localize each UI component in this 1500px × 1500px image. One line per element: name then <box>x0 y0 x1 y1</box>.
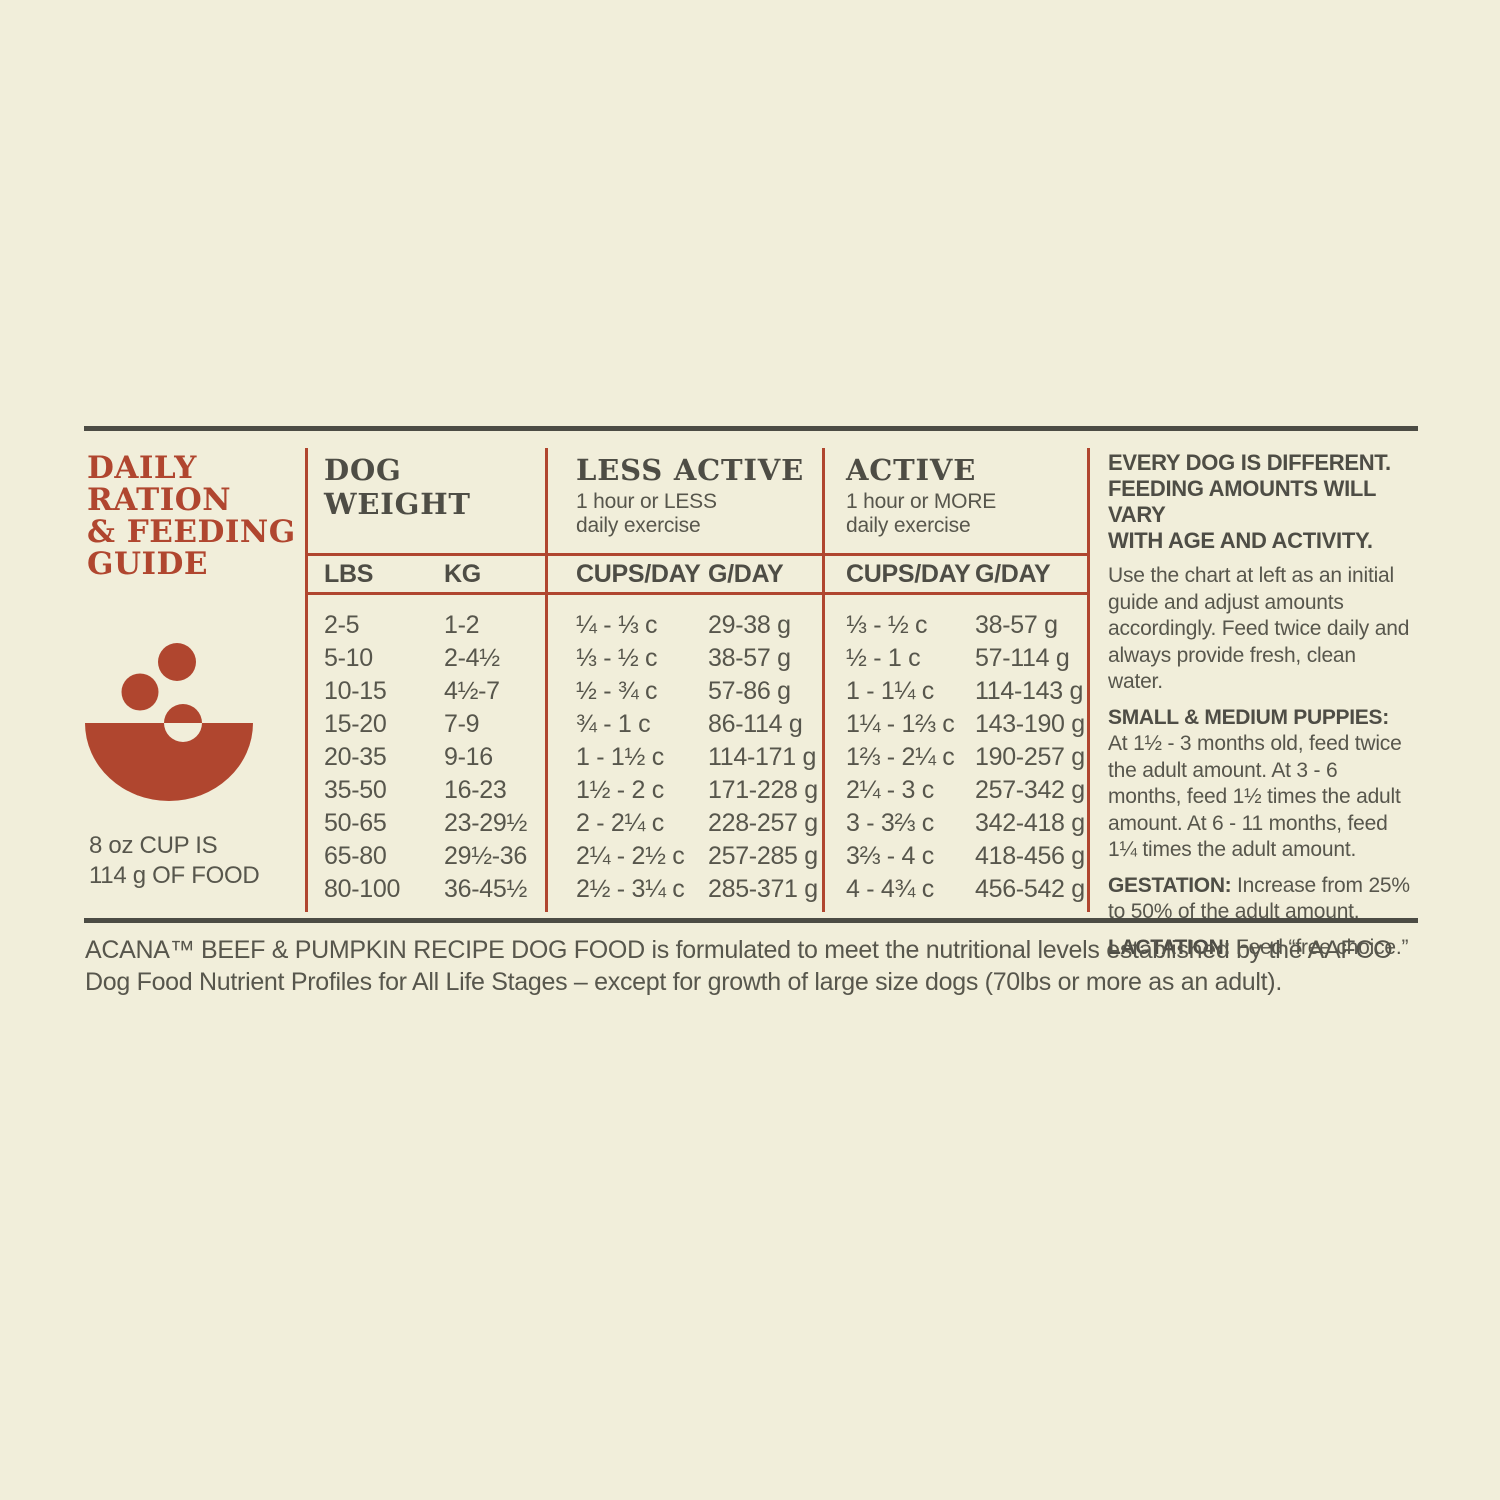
table-row: 1¼ - 1⅔ c 143-190 g <box>846 710 1085 738</box>
less-active-subtitle: 1 hour or LESS daily exercise <box>576 490 717 537</box>
notes-intro: Use the chart at left as an initial guid… <box>1108 564 1410 693</box>
dog-food-bowl-icon <box>85 643 253 801</box>
table-row: 65-80 29½-36 <box>324 842 527 870</box>
page-title-line-3: GUIDE <box>87 546 209 582</box>
page-title-line-1: DAILY RATION <box>87 450 232 518</box>
notes-lactation: LACTATION: Feed “free choice.” <box>1108 935 1409 959</box>
dog-weight-body: 2-5 1-2 5-10 2-4½ 10-15 4½-7 15-20 7-9 20-35… <box>308 595 545 912</box>
table-row: 2-5 1-2 <box>324 611 480 639</box>
notes-column: EVERY DOG IS DIFFERENT. FEEDING AMOUNTS … <box>1087 448 1415 959</box>
active-subheader: CUPS/DAY G/DAY <box>825 553 1087 595</box>
page-title: DAILY RATION & FEEDING GUIDE <box>87 452 305 580</box>
table-row: 15-20 7-9 <box>324 710 480 738</box>
column-active: ACTIVE 1 hour or MORE daily exercise CUP… <box>822 448 1087 912</box>
table-row: 4 - 4¾ c 456-542 g <box>846 875 1085 903</box>
top-divider-rule <box>84 426 1418 431</box>
col-header-g-day: G/DAY <box>975 559 1051 588</box>
less-active-subheader: CUPS/DAY G/DAY <box>548 553 822 595</box>
bottom-divider-rule <box>84 918 1418 923</box>
table-row: ½ - ¾ c 57-86 g <box>576 677 791 705</box>
cup-note-line-1: 8 oz CUP IS <box>89 832 218 859</box>
table-row: ¼ - ⅓ c 29-38 g <box>576 611 791 639</box>
cup-measure-note: 8 oz CUP IS 114 g OF FOOD <box>89 831 260 891</box>
col-header-g-day: G/DAY <box>708 559 784 588</box>
active-title: ACTIVE <box>846 453 977 487</box>
dog-weight-subheader: LBS KG <box>308 553 545 595</box>
table-row: 3 - 3⅔ c 342-418 g <box>846 809 1085 837</box>
notes-puppies: SMALL & MEDIUM PUPPIES: At 1½ - 3 months … <box>1108 705 1402 862</box>
aafco-statement: ACANA™ BEEF & PUMPKIN RECIPE DOG FOOD is… <box>85 936 1393 996</box>
table-row: ⅓ - ½ c 38-57 g <box>576 644 791 672</box>
column-dog-weight: DOG WEIGHT LBS KG 2-5 1-2 5-10 2-4½ 10-15 4… <box>305 448 545 912</box>
title-column: DAILY RATION & FEEDING GUIDE 8 oz CUP IS… <box>85 448 305 912</box>
dog-weight-header: DOG WEIGHT <box>308 448 545 553</box>
page-title-line-2: & FEEDING <box>87 514 296 550</box>
col-header-kg: KG <box>444 559 481 588</box>
table-row: 2½ - 3¼ c 285-371 g <box>576 875 818 903</box>
table-row: ¾ - 1 c 86-114 g <box>576 710 803 738</box>
table-row: 2¼ - 2½ c 257-285 g <box>576 842 818 870</box>
gestation-label: GESTATION: <box>1108 873 1232 897</box>
table-row: 10-15 4½-7 <box>324 677 500 705</box>
puppies-label: SMALL & MEDIUM PUPPIES: <box>1108 705 1389 729</box>
col-header-lbs: LBS <box>324 559 374 588</box>
table-row: 1½ - 2 c 171-228 g <box>576 776 818 804</box>
active-subtitle: 1 hour or MORE daily exercise <box>846 490 997 537</box>
col-header-cups-day: CUPS/DAY <box>846 559 971 588</box>
less-active-title: LESS ACTIVE <box>576 453 804 487</box>
table-row: 2 - 2¼ c 228-257 g <box>576 809 818 837</box>
table-row: 3⅔ - 4 c 418-456 g <box>846 842 1085 870</box>
notes-gestation: GESTATION: Increase from 25% to 50% of t… <box>1108 873 1410 924</box>
active-header: ACTIVE 1 hour or MORE daily exercise <box>825 448 1087 553</box>
col-header-cups-day: CUPS/DAY <box>576 559 701 588</box>
table-row: ⅓ - ½ c 38-57 g <box>846 611 1058 639</box>
table-row: 5-10 2-4½ <box>324 644 500 672</box>
less-active-header: LESS ACTIVE 1 hour or LESS daily exercis… <box>548 448 822 553</box>
dog-weight-title: DOG WEIGHT <box>324 453 471 521</box>
table-row: 2¼ - 3 c 257-342 g <box>846 776 1085 804</box>
notes-heading: EVERY DOG IS DIFFERENT. FEEDING AMOUNTS … <box>1108 450 1391 553</box>
cup-note-line-2: 114 g OF FOOD <box>89 862 260 889</box>
table-row: 50-65 23-29½ <box>324 809 527 837</box>
table-row: 20-35 9-16 <box>324 743 493 771</box>
lactation-label: LACTATION: <box>1108 935 1231 959</box>
table-row: ½ - 1 c 57-114 g <box>846 644 1070 672</box>
table-row: 35-50 16-23 <box>324 776 507 804</box>
table-row: 1⅔ - 2¼ c 190-257 g <box>846 743 1085 771</box>
table-row: 1 - 1½ c 114-171 g <box>576 743 817 771</box>
less-active-body: ¼ - ⅓ c 29-38 g ⅓ - ½ c 38-57 g ½ - ¾ c 57-… <box>548 595 822 912</box>
column-less-active: LESS ACTIVE 1 hour or LESS daily exercis… <box>545 448 822 912</box>
table-row: 1 - 1¼ c 114-143 g <box>846 677 1084 705</box>
feeding-guide-table: DAILY RATION & FEEDING GUIDE 8 oz CUP IS… <box>85 448 1415 959</box>
table-row: 80-100 36-45½ <box>324 875 527 903</box>
